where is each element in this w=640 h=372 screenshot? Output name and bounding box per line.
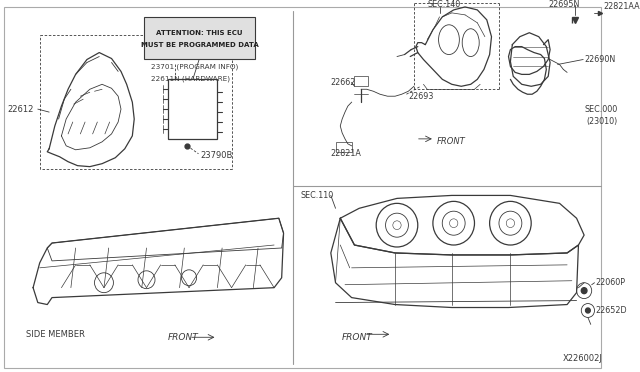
Text: ATTENTION: THIS ECU: ATTENTION: THIS ECU <box>156 30 243 36</box>
Circle shape <box>581 288 587 294</box>
Text: SEC.140: SEC.140 <box>428 0 460 9</box>
Text: 22693: 22693 <box>408 92 434 101</box>
Bar <box>168 79 218 139</box>
Text: 22611N (HARDWARE): 22611N (HARDWARE) <box>151 75 230 81</box>
Text: SEC.000: SEC.000 <box>584 105 618 113</box>
Text: FRONT: FRONT <box>436 137 465 146</box>
Text: FRONT: FRONT <box>342 333 373 342</box>
Text: FRONT: FRONT <box>168 333 199 342</box>
Bar <box>143 17 255 58</box>
Text: 22060P: 22060P <box>595 278 625 287</box>
Circle shape <box>586 308 590 313</box>
Text: 22821AA: 22821AA <box>603 3 639 12</box>
Text: SEC.110: SEC.110 <box>301 191 334 200</box>
Text: X226002J: X226002J <box>563 354 602 363</box>
Text: 23790B: 23790B <box>200 151 233 160</box>
Text: 23701 (PROGRAM INFO): 23701 (PROGRAM INFO) <box>151 63 239 70</box>
Text: 22690N: 22690N <box>584 55 616 64</box>
Text: MUST BE PROGRAMMED DATA: MUST BE PROGRAMMED DATA <box>141 42 259 48</box>
Text: 22612: 22612 <box>8 105 34 113</box>
Text: 22662: 22662 <box>331 78 356 87</box>
Text: 22652D: 22652D <box>595 306 627 315</box>
Text: (23010): (23010) <box>586 116 617 125</box>
Text: SIDE MEMBER: SIDE MEMBER <box>26 330 85 339</box>
Bar <box>337 142 351 152</box>
Text: 22695N: 22695N <box>548 0 580 9</box>
Text: 22821A: 22821A <box>331 149 362 158</box>
Bar <box>355 76 368 86</box>
